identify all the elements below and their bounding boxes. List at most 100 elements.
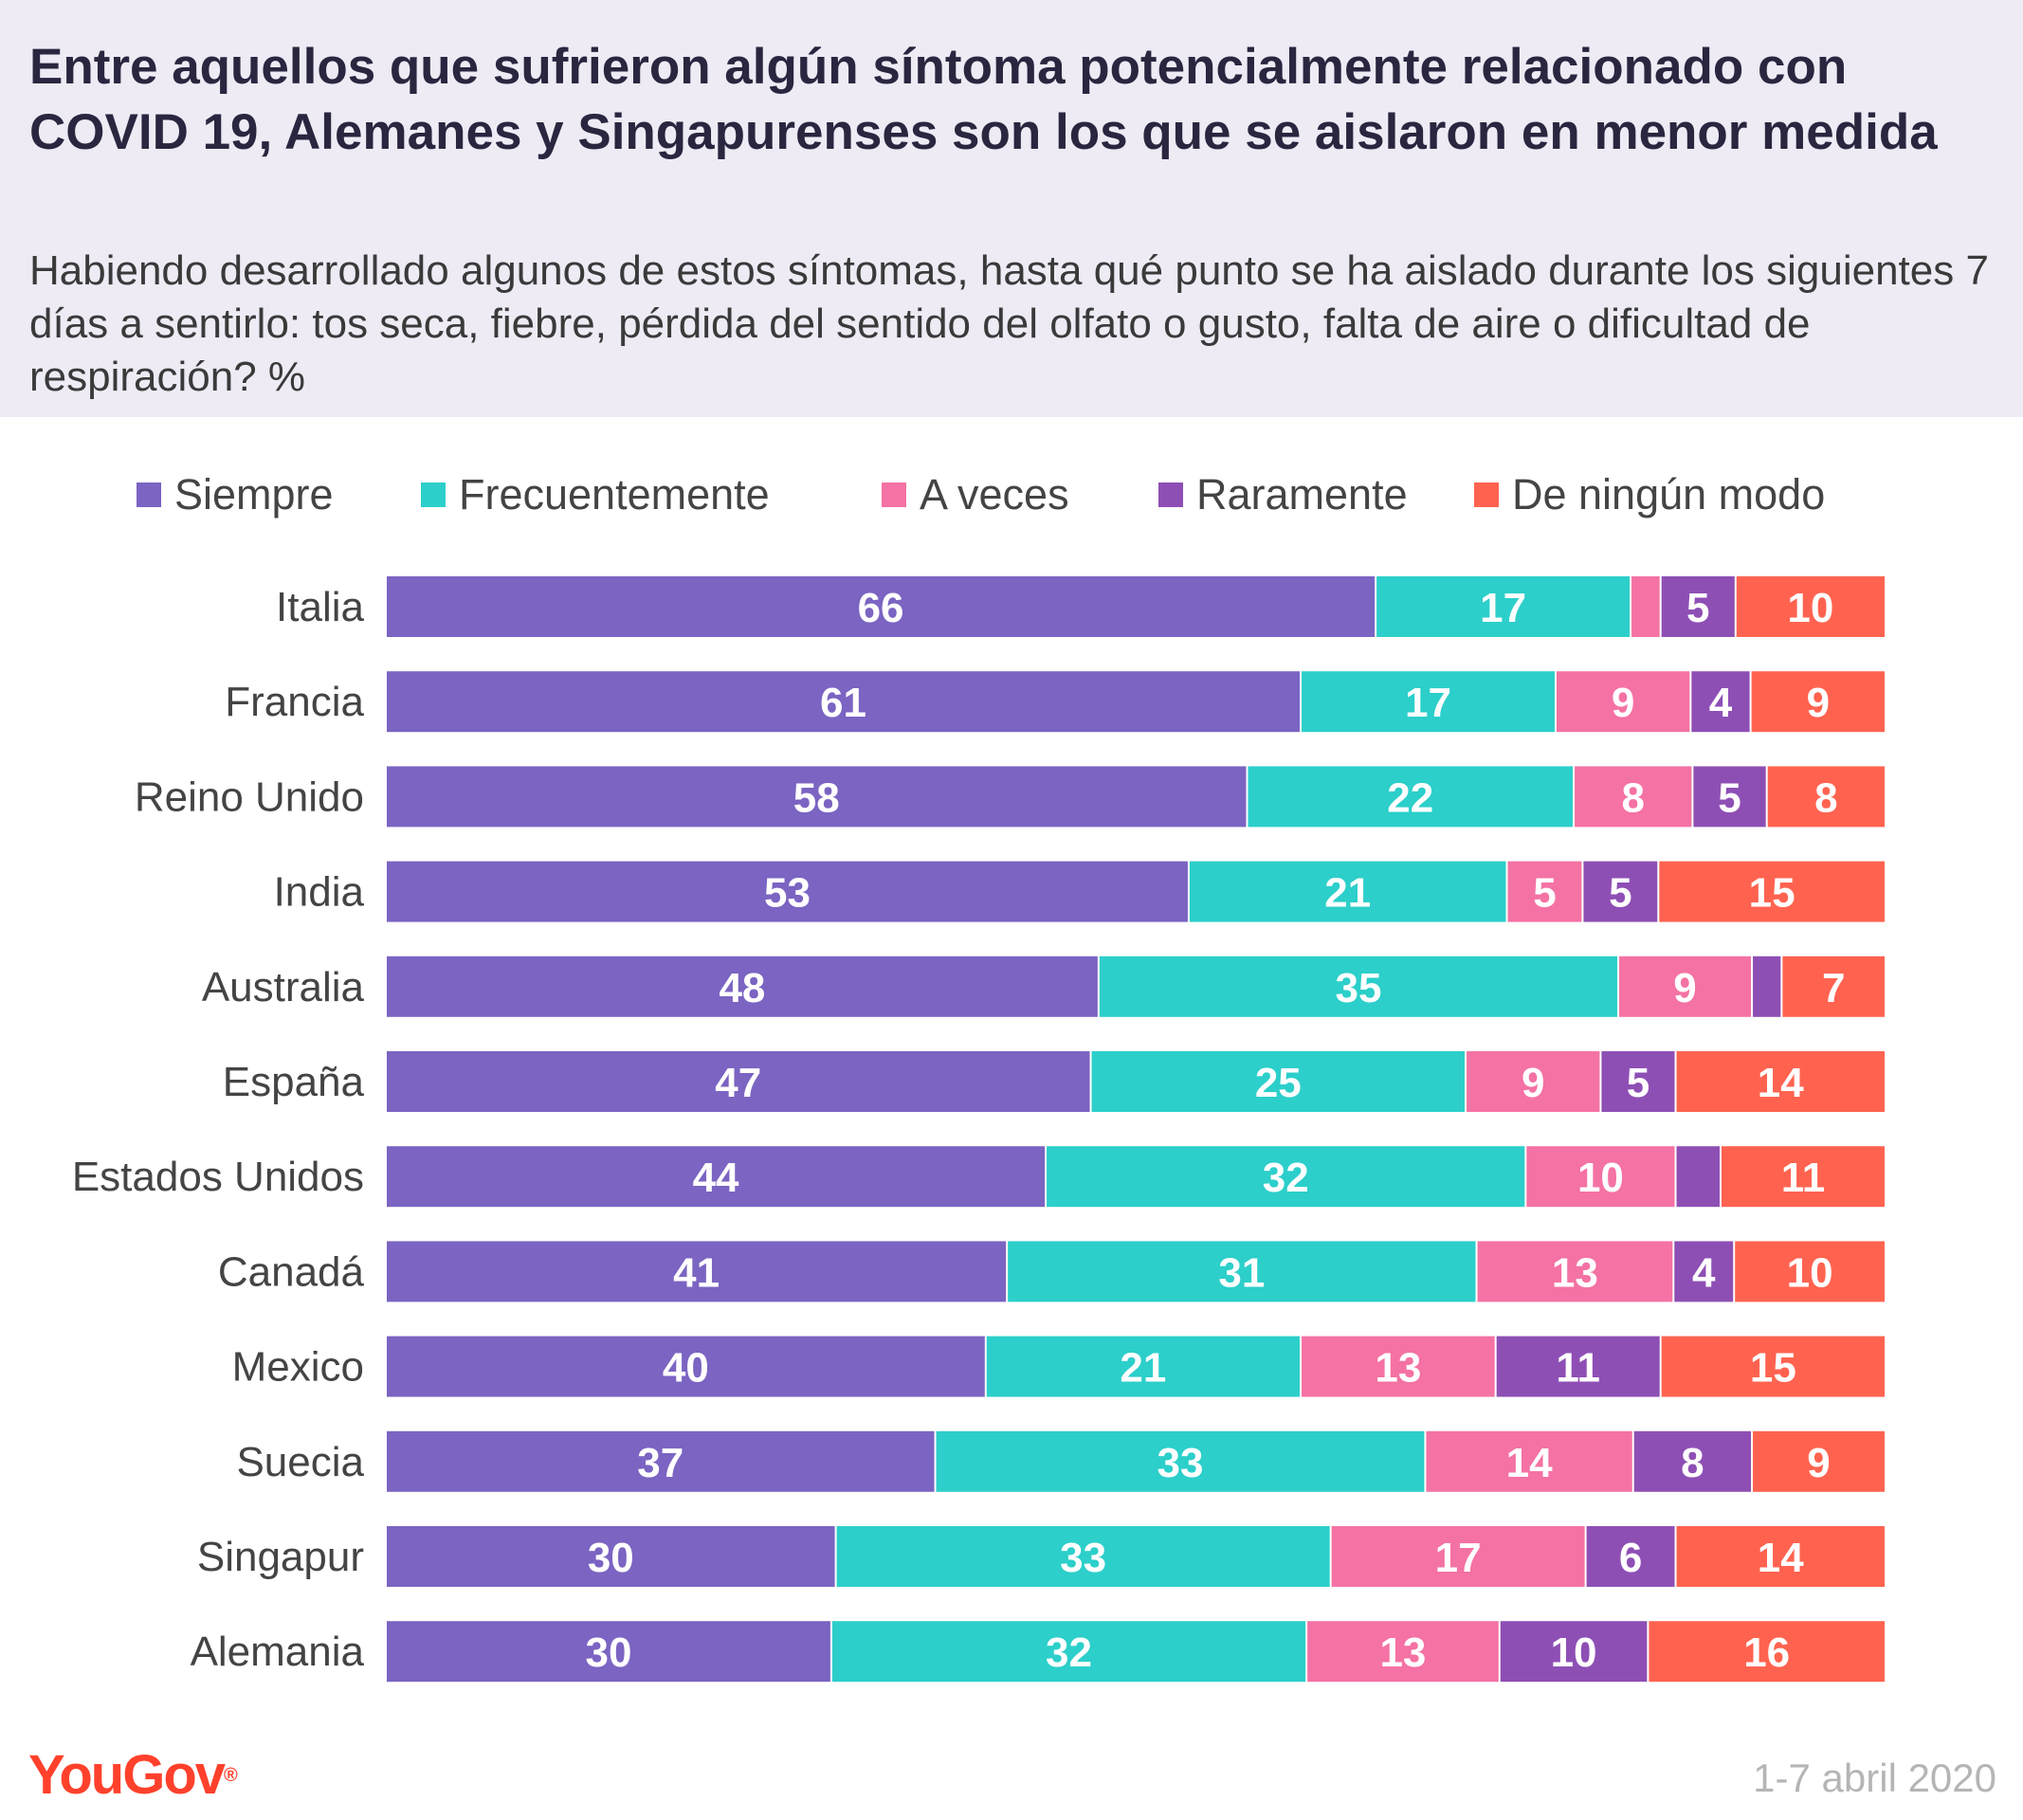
value-label: 8: [1621, 774, 1644, 821]
bar-segment: [1661, 1336, 1885, 1397]
value-label: 10: [1577, 1155, 1624, 1201]
bar-segment: [986, 1336, 1301, 1397]
bar-segment: [1426, 1430, 1632, 1492]
value-label: 30: [585, 1629, 631, 1676]
bar-segment: [1736, 576, 1885, 637]
value-label: 33: [1060, 1535, 1106, 1581]
legend-label: Siempre: [174, 470, 334, 519]
value-label: 21: [1324, 870, 1371, 917]
value-label: 32: [1046, 1629, 1092, 1676]
bar-row: Singapur 30 33 17 6 14: [197, 1526, 1885, 1587]
bar-segment: [387, 956, 1098, 1017]
value-label: 66: [858, 585, 904, 631]
legend-label: De ningún modo: [1512, 470, 1826, 519]
value-label: 9: [1807, 1440, 1830, 1486]
value-label: 8: [1681, 1440, 1704, 1486]
value-label: 17: [1405, 680, 1451, 726]
legend: Siempre Frecuentemente A veces Raramente…: [0, 466, 2023, 523]
category-label: Australia: [202, 964, 365, 1010]
bar-segment: [1189, 861, 1506, 922]
bar-segment: [1331, 1526, 1585, 1587]
bar-segment: [1008, 1241, 1476, 1302]
bar-segment: [1467, 1051, 1600, 1112]
value-label: 40: [663, 1345, 709, 1392]
legend-swatch: [421, 482, 446, 507]
legend-label: A veces: [920, 470, 1069, 519]
legend-label: Raramente: [1196, 470, 1408, 519]
category-label: Canadá: [218, 1248, 365, 1295]
value-label: 7: [1822, 965, 1845, 1011]
value-label: 41: [673, 1249, 720, 1296]
value-label: 47: [715, 1060, 761, 1106]
legend-swatch: [137, 482, 161, 507]
bar-segment: [1047, 1146, 1525, 1208]
value-label: 61: [820, 680, 866, 726]
bar-segment: [387, 576, 1376, 637]
value-label: 13: [1375, 1345, 1421, 1392]
value-label: 8: [1814, 774, 1837, 821]
value-label: 9: [1673, 965, 1696, 1011]
category-label: Francia: [225, 679, 364, 725]
value-label: 13: [1552, 1249, 1598, 1296]
value-label: 4: [1692, 1249, 1716, 1296]
value-label: 11: [1781, 1155, 1826, 1201]
value-label: 9: [1807, 680, 1830, 726]
bar-segment: [1302, 1336, 1495, 1397]
value-label: 16: [1743, 1629, 1790, 1676]
value-label: 10: [1787, 1249, 1833, 1296]
bar-segment: [1477, 1241, 1673, 1302]
bar-segment: [1099, 956, 1618, 1017]
bar-segment: [1676, 1146, 1720, 1208]
bar-row: España 47 25 9 5 14: [223, 1051, 1885, 1112]
value-label: 35: [1335, 965, 1381, 1011]
value-label: 33: [1157, 1440, 1204, 1486]
bar-row: Alemania 30 32 13 10 16: [191, 1621, 1885, 1683]
bar-segment: [387, 1526, 835, 1587]
bar-segment: [387, 1146, 1046, 1208]
value-label: 17: [1480, 585, 1526, 631]
bar-segment: [1376, 576, 1631, 637]
value-label: 14: [1506, 1440, 1553, 1486]
value-label: 21: [1120, 1345, 1166, 1392]
bar-segment: [1586, 1526, 1675, 1587]
value-label: 58: [793, 774, 840, 821]
value-label: 5: [1609, 870, 1631, 917]
category-label: Italia: [276, 584, 364, 630]
value-label: 48: [719, 965, 765, 1011]
legend-swatch: [882, 482, 906, 507]
logo-registered-mark: ®: [224, 1765, 238, 1786]
bar-segment: [936, 1430, 1425, 1492]
value-label: 31: [1218, 1249, 1265, 1296]
bar-segment: [387, 1621, 830, 1683]
bar-segment: [831, 1621, 1306, 1683]
value-label: 9: [1612, 680, 1634, 726]
yougov-logo: YouGov®: [28, 1742, 238, 1809]
legend-swatch: [1474, 482, 1499, 507]
bar-segment: [1575, 766, 1692, 828]
bar-segment: [1091, 1051, 1466, 1112]
bar-segment: [1500, 1621, 1648, 1683]
value-label: 37: [637, 1440, 683, 1486]
value-label: 10: [1551, 1629, 1597, 1676]
bar-segment: [1676, 1051, 1885, 1112]
bar-segment: [1248, 766, 1574, 828]
bar-segment: [836, 1526, 1330, 1587]
value-label: 53: [764, 870, 811, 917]
value-label: 14: [1758, 1535, 1804, 1581]
bar-segment: [1661, 576, 1735, 637]
bar-segment: [1302, 671, 1555, 733]
bar-segment: [1753, 956, 1781, 1017]
bar-segment: [1693, 766, 1766, 828]
bar-row: Francia 61 17 9 4 9: [225, 671, 1885, 733]
value-label: 5: [1533, 870, 1556, 917]
value-label: 5: [1627, 1060, 1649, 1106]
bar-segment: [387, 766, 1247, 828]
value-label: 15: [1749, 870, 1795, 917]
bar-segment: [1619, 956, 1752, 1017]
legend-label: Frecuentemente: [459, 470, 770, 519]
category-label: Singapur: [197, 1534, 364, 1580]
value-label: 4: [1709, 680, 1733, 726]
bar-segment: [387, 1336, 985, 1397]
legend-swatch: [1158, 482, 1183, 507]
